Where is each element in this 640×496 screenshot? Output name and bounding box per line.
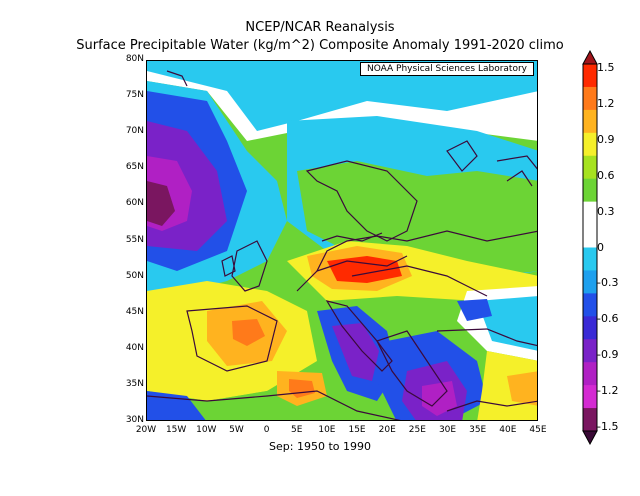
lon-label: 25E [408,425,426,435]
red-iberia [232,319,265,346]
chart-title: NCEP/NCAR Reanalysis [245,20,395,35]
lat-label: 45N [125,306,144,317]
lon-label: 35E [469,425,487,435]
lon-label: 10W [196,425,217,435]
colorbar [580,49,600,449]
colorbar-swatch [583,224,597,248]
colorbar-label: -0.6 [597,312,619,326]
lon-label: 5E [291,425,303,435]
lat-label: 60N [125,198,144,209]
colorbar-label: -1.5 [597,420,619,433]
deep-purple-core [147,181,175,226]
map-fields [147,61,537,420]
colorbar-label: 1.2 [597,96,615,110]
colorbar-swatch [583,385,597,409]
colorbar-swatch [583,316,597,340]
purple-italy [332,323,379,381]
colorbar-swatch [583,201,597,226]
lat-label: 80N [125,54,144,64]
lon-label: 30E [438,425,457,435]
colorbar-label: -0.3 [597,276,619,290]
colorbar-label: -0.9 [597,348,619,362]
colorbar-label: 0 [597,240,604,254]
colorbar-swatch [583,293,597,317]
chart-subtitle: Surface Precipitable Water (kg/m^2) Comp… [76,38,564,53]
lon-label: 20E [378,425,396,435]
lon-label: 5W [229,425,244,435]
colorbar-swatch [583,109,597,134]
lon-label: 40E [499,425,517,435]
colorbar-label: 0.3 [597,204,615,218]
lat-label: 70N [125,126,144,137]
colorbar-swatch [583,64,597,88]
colorbar-label: 0.6 [597,168,615,182]
credit-label: NOAA Physical Sciences Laboratory [359,62,534,76]
lat-label: 55N [125,234,144,245]
coastlines [147,70,537,420]
date-range-label: Sep: 1950 to 1990 [269,440,371,453]
colorbar-label: 1.5 [597,61,615,74]
lat-label: 50N [125,270,144,281]
anomaly-map: NOAA Physical Sciences Laboratory [146,60,538,421]
colorbar-swatch [583,178,597,203]
colorbar-swatch [583,270,597,294]
colorbar-label: -1.2 [597,384,619,398]
orange-east-med [507,371,537,406]
red-central-europe [327,256,402,283]
blue-caspian [457,299,492,321]
colorbar-swatch [583,86,597,111]
lat-label: 65N [125,162,144,173]
lat-label: 75N [125,90,144,101]
colorbar-max-arrow [582,49,598,65]
colorbar-outline [582,63,598,432]
colorbar-swatch [583,132,597,157]
colorbar-swatch [583,408,597,432]
lon-label: 15E [348,425,366,435]
cyan-east [477,296,537,351]
colorbar-swatch [583,362,597,386]
colorbar-label: 0.9 [597,132,615,146]
lon-label: 20W [135,425,157,435]
lon-label: 10E [318,425,336,435]
lat-label: 30N [125,415,144,425]
lat-label: 40N [125,342,144,353]
lon-label: 45E [529,425,547,435]
colorbar-swatch [583,339,597,363]
colorbar-swatch [583,155,597,180]
lon-label: 15W [165,425,187,435]
colorbar-swatch [583,247,597,271]
cyan-arctic [147,61,537,131]
lon-label: 0 [263,425,270,435]
lat-label: 35N [125,378,144,389]
colorbar-min-arrow [582,430,598,446]
blue-west-africa [147,391,206,420]
